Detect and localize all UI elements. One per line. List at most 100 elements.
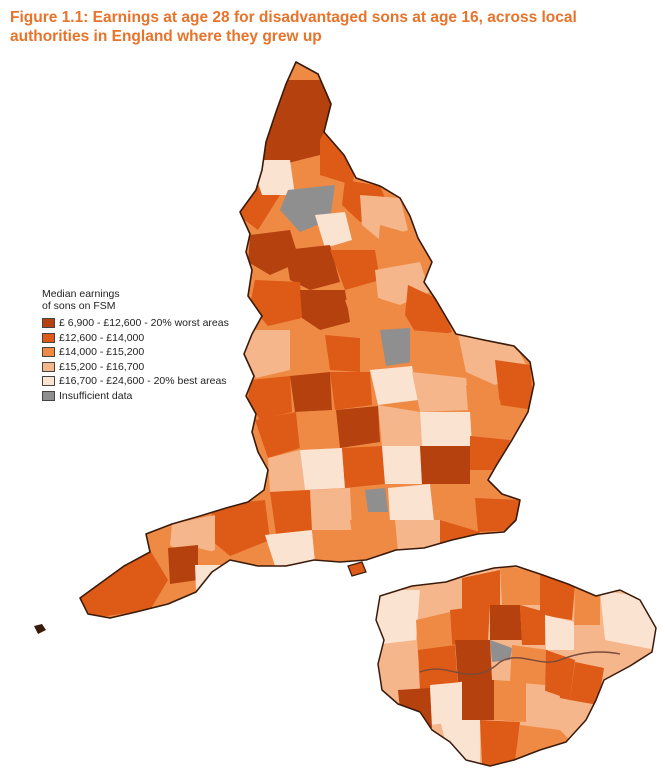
borough-waltham-forest [540,572,575,620]
region-kent-west [430,484,478,520]
borough-barnet [462,570,500,612]
borough-brent [450,605,490,645]
borough-barking [574,625,606,665]
legend-item-12600-14000: £12,600 - £14,000 [42,331,229,346]
region-lincolnshire [405,285,452,340]
legend-label-worst: £ 6,900 - £12,600 - 20% worst areas [59,317,229,330]
region-west-midlands [290,372,332,412]
legend-item-14000-15200: £14,000 - £15,200 [42,345,229,360]
region-scarborough [360,195,408,240]
region-west-sussex [395,520,440,552]
london-boroughs [376,566,656,766]
figure-title: Figure 1.1: Earnings at age 28 for disad… [10,8,630,46]
figure-title-line-1: Figure 1.1: Earnings at age 28 for disad… [10,9,577,26]
borough-enfield [500,566,540,605]
region-surrey [388,484,434,522]
figure-title-line-2: authorities in England where they grew u… [10,28,322,45]
london-inset-map [375,565,657,767]
borough-tower-hamlets [510,645,548,685]
borough-bexley [570,662,604,705]
legend-label-15200-16700: £15,200 - £16,700 [59,360,145,373]
map-legend: Median earnings of sons on FSM £ 6,900 -… [42,288,229,403]
region-merseyside [250,280,302,326]
borough-city-of-london [490,640,512,662]
legend-item-insufficient: Insufficient data [42,389,229,404]
region-oxfordshire [342,446,385,488]
region-dorset-west [265,530,315,566]
region-shropshire [248,376,292,420]
region-bristol [270,490,312,534]
region-herefordshire [255,412,300,458]
region-west-yorkshire [285,245,340,290]
legend-heading-line-1: Median earnings [42,288,120,300]
isle-of-wight [347,561,367,577]
region-wiltshire [310,488,352,530]
legend-label-12600-14000: £12,600 - £14,000 [59,331,145,344]
region-london [420,446,470,484]
region-wiltshire-north [300,448,345,490]
legend-label-best: £16,700 - £24,600 - 20% best areas [59,375,227,388]
region-suffolk [466,385,505,436]
borough-redbridge [574,588,600,625]
legend-item-best: £16,700 - £24,600 - 20% best areas [42,374,229,389]
legend-swatch-12600-14000 [42,332,55,343]
england-outline [79,61,535,619]
borough-hammersmith [418,645,458,690]
borough-lambeth [462,680,494,720]
legend-item-worst: £ 6,900 - £12,600 - 20% worst areas [42,316,229,331]
legend-label-14000-15200: £14,000 - £15,200 [59,346,145,359]
region-dorset [312,530,355,562]
region-stoke [290,330,330,372]
england-map [34,61,535,634]
legend-heading-line-2: of sons on FSM [42,300,116,312]
borough-bromley [515,725,575,760]
river-thames [419,651,621,676]
region-gloucestershire [268,450,305,492]
region-west-norfolk [410,330,466,380]
borough-hackney [520,605,545,645]
region-east-riding [378,225,418,268]
region-warwickshire [336,406,380,448]
legend-swatch-15200-16700 [42,361,55,372]
region-mid-devon [168,545,198,584]
region-hertfordshire [420,412,472,446]
borough-lewisham [526,684,560,730]
legend-swatch-worst [42,318,55,329]
borough-hounslow [378,645,418,692]
borough-sutton [440,720,480,765]
borough-hillingdon [376,590,420,645]
region-harrogate [315,212,352,248]
region-insufficient-south [365,488,388,512]
region-insufficient-midlands [380,328,412,366]
legend-item-15200-16700: £15,200 - £16,700 [42,360,229,375]
region-south-yorkshire [300,290,350,330]
region-derbyshire [325,335,360,372]
legend-swatch-best [42,376,55,387]
legend-label-insufficient: Insufficient data [59,389,133,402]
region-buckinghamshire [382,446,422,484]
borough-ealing [416,612,452,655]
region-cambridgeshire [412,372,470,412]
region-selby [330,250,380,290]
london-outline [375,565,657,767]
borough-newham [545,615,574,650]
borough-southwark [494,680,526,722]
region-hampshire [350,520,398,560]
borough-croydon [480,720,520,765]
england-regions [80,62,534,618]
region-leicestershire [330,372,372,410]
legend-swatch-14000-15200 [42,347,55,358]
region-northamptonshire [370,366,418,405]
region-nottinghamshire [345,298,388,338]
legend-heading: Median earnings of sons on FSM [42,288,229,312]
region-great-yarmouth [495,360,534,410]
region-kent-east [475,498,520,532]
region-somerset [205,500,270,556]
region-bedfordshire [378,405,422,446]
region-lancashire [248,230,300,275]
borough-kingston [430,682,462,725]
isles-of-scilly [34,624,46,634]
borough-haringey [490,605,522,640]
region-worcestershire [296,410,340,450]
